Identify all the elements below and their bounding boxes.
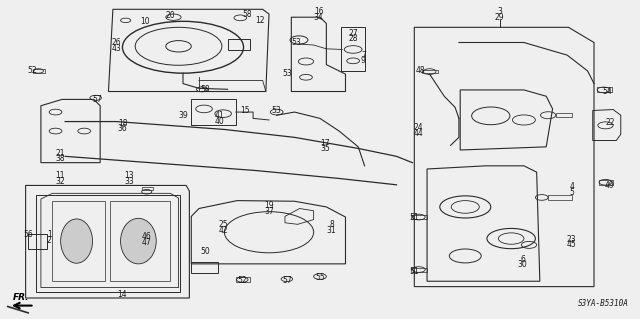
Text: 41: 41 <box>214 111 224 120</box>
Text: 43: 43 <box>111 44 121 53</box>
Text: 7: 7 <box>361 51 366 60</box>
Text: 51: 51 <box>410 212 419 222</box>
Text: 3: 3 <box>497 7 502 16</box>
Text: 47: 47 <box>142 238 152 247</box>
Text: 10: 10 <box>140 18 150 26</box>
Text: 15: 15 <box>240 106 250 115</box>
Text: 57: 57 <box>92 95 102 104</box>
Text: 20: 20 <box>166 11 175 20</box>
Text: 57: 57 <box>282 276 292 285</box>
Text: 31: 31 <box>326 226 336 234</box>
Text: 45: 45 <box>567 241 577 249</box>
Text: 24: 24 <box>414 123 424 132</box>
Text: 8: 8 <box>329 220 334 229</box>
Text: 33: 33 <box>124 177 134 186</box>
Text: 49: 49 <box>605 181 615 190</box>
Text: 53: 53 <box>282 69 292 78</box>
Text: 51: 51 <box>410 267 419 276</box>
Text: 58: 58 <box>242 10 252 19</box>
Text: 23: 23 <box>567 235 577 244</box>
Text: 21: 21 <box>55 149 65 158</box>
Text: 13: 13 <box>124 171 134 181</box>
Text: 6: 6 <box>520 255 525 263</box>
Text: 36: 36 <box>118 124 127 133</box>
Text: 4: 4 <box>569 182 574 191</box>
Text: 54: 54 <box>602 87 612 96</box>
Text: S3YA-B5310A: S3YA-B5310A <box>578 299 629 308</box>
Text: 55: 55 <box>315 273 325 282</box>
Text: 30: 30 <box>518 260 527 269</box>
Text: 26: 26 <box>111 38 121 47</box>
Ellipse shape <box>61 219 93 263</box>
Text: 53: 53 <box>272 106 282 115</box>
Text: 22: 22 <box>605 118 614 127</box>
Text: FR.: FR. <box>13 293 29 302</box>
Text: 46: 46 <box>142 233 152 241</box>
Text: 1: 1 <box>47 230 52 239</box>
Text: 39: 39 <box>178 111 188 120</box>
Text: 5: 5 <box>569 188 574 197</box>
Ellipse shape <box>120 218 156 264</box>
Text: 28: 28 <box>348 34 358 43</box>
Text: 42: 42 <box>218 226 228 234</box>
Text: 38: 38 <box>55 154 65 163</box>
Text: 16: 16 <box>314 7 324 16</box>
Text: 34: 34 <box>314 13 324 22</box>
Text: 37: 37 <box>264 206 274 216</box>
Text: 58: 58 <box>200 85 210 94</box>
Text: 25: 25 <box>218 220 228 229</box>
Text: 56: 56 <box>23 230 33 239</box>
Text: 35: 35 <box>320 144 330 153</box>
Text: 29: 29 <box>495 13 504 22</box>
Text: 50: 50 <box>200 247 210 256</box>
Text: 18: 18 <box>118 119 127 128</box>
Text: 48: 48 <box>416 66 426 76</box>
Text: 40: 40 <box>214 117 224 126</box>
Text: 19: 19 <box>264 201 274 210</box>
Text: 17: 17 <box>320 138 330 148</box>
Text: 52: 52 <box>237 276 247 285</box>
Text: 44: 44 <box>414 129 424 138</box>
Text: 14: 14 <box>118 290 127 299</box>
Text: 11: 11 <box>55 171 65 181</box>
Text: 27: 27 <box>348 28 358 38</box>
Text: 52: 52 <box>27 66 36 76</box>
Text: 12: 12 <box>255 16 264 25</box>
Text: 9: 9 <box>361 56 366 65</box>
Text: 2: 2 <box>47 236 52 245</box>
Text: 32: 32 <box>55 177 65 186</box>
Text: 53: 53 <box>291 38 301 47</box>
